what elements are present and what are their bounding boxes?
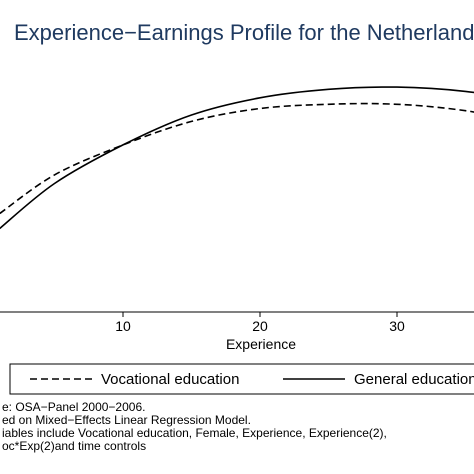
x-axis-label: Experience xyxy=(226,336,296,352)
series-lines xyxy=(0,86,474,230)
x-tick-label: 20 xyxy=(252,318,268,334)
chart-notes: e: OSA−Panel 2000−2006. ed on Mixed−Effe… xyxy=(2,400,387,453)
legend-label-general: General education xyxy=(354,371,474,388)
x-tick-label: 10 xyxy=(115,318,131,334)
note-source: e: OSA−Panel 2000−2006. xyxy=(2,400,145,414)
x-axis-ticks: 10 20 30 xyxy=(115,312,405,334)
note-controls: oc*Exp(2)and time controls xyxy=(2,439,146,453)
x-tick-label: 30 xyxy=(389,318,405,334)
note-variables: iables include Vocational education, Fem… xyxy=(2,426,387,440)
legend-label-vocational: Vocational education xyxy=(101,371,239,388)
series-line-vocational xyxy=(0,102,474,215)
legend: Vocational education General education xyxy=(9,363,474,395)
series-line-general xyxy=(0,86,474,230)
note-model: ed on Mixed−Effects Linear Regression Mo… xyxy=(2,413,251,427)
chart-title: Experience−Earnings Profile for the Neth… xyxy=(14,20,474,45)
